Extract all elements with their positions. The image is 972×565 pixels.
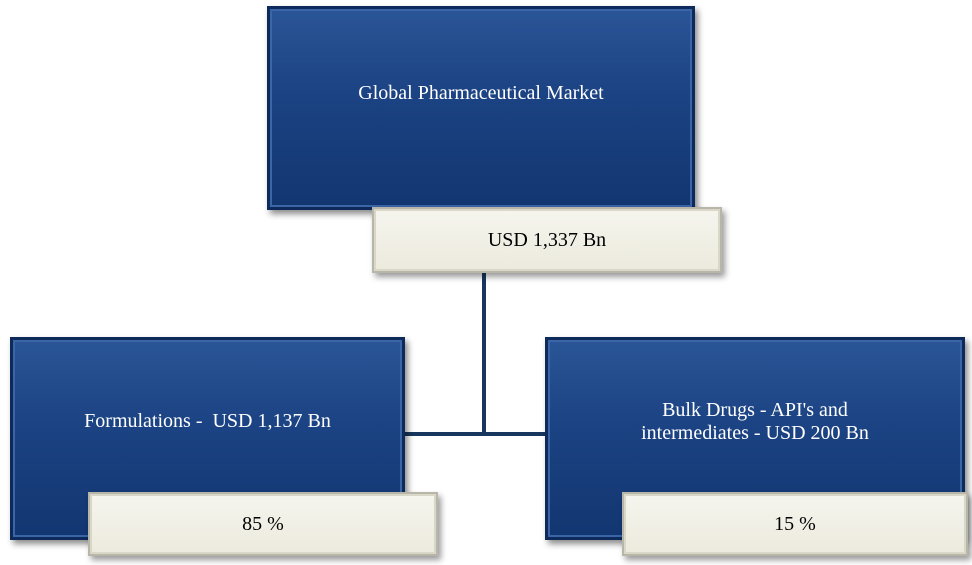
value-label: 85 %	[242, 512, 284, 535]
left-value: 85 %	[88, 492, 438, 556]
right-value: 15 %	[622, 492, 968, 556]
node-label: Formulations - USD 1,137 Bn	[84, 410, 331, 432]
node-label-line: intermediates - USD 200 Bn	[641, 421, 869, 444]
root-value: USD 1,337 Bn	[372, 207, 722, 273]
node-label-line: Bulk Drugs - API's and	[662, 398, 848, 421]
root-node: Global Pharmaceutical Market	[267, 6, 695, 210]
value-label: 15 %	[774, 512, 816, 535]
node-label: Global Pharmaceutical Market	[358, 81, 604, 104]
value-label: USD 1,337 Bn	[487, 228, 607, 251]
